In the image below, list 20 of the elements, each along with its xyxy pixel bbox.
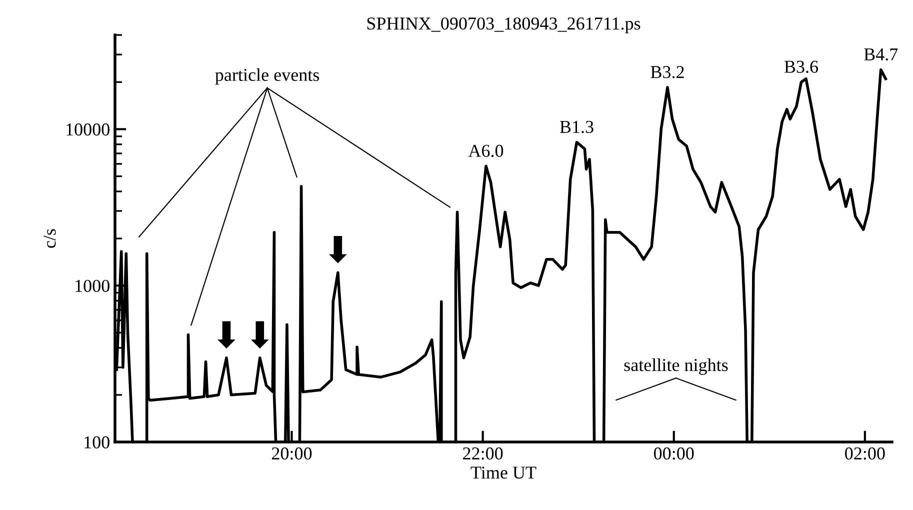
- annotation: particle events: [215, 68, 320, 85]
- x-tick-label: 20:00: [272, 447, 312, 460]
- annotation: B3.2: [650, 66, 684, 78]
- annotation: B1.3: [560, 120, 594, 134]
- chart-title: SPHINX_090703_180943_261711.ps: [367, 17, 640, 34]
- annotation: ⬇: [328, 236, 347, 264]
- y-tick-label: 1000: [76, 280, 110, 292]
- x-tick-label: 00:00: [654, 447, 694, 460]
- annotation: ⬇: [250, 321, 269, 348]
- annotation: B4.7: [864, 48, 898, 61]
- x-tick-label: 22:00: [463, 447, 503, 460]
- x-tick-label: 02:00: [845, 447, 885, 460]
- x-axis-title: Time UT: [470, 466, 536, 479]
- annotation: A6.0: [468, 144, 504, 158]
- y-tick-label: 10000: [66, 123, 110, 136]
- annotation: B3.6: [784, 60, 818, 73]
- annotation: ⬇: [218, 321, 236, 348]
- y-tick-label: 100: [84, 436, 110, 448]
- y-axis-title: c/s: [44, 229, 56, 248]
- annotation: satellite nights: [624, 358, 728, 375]
